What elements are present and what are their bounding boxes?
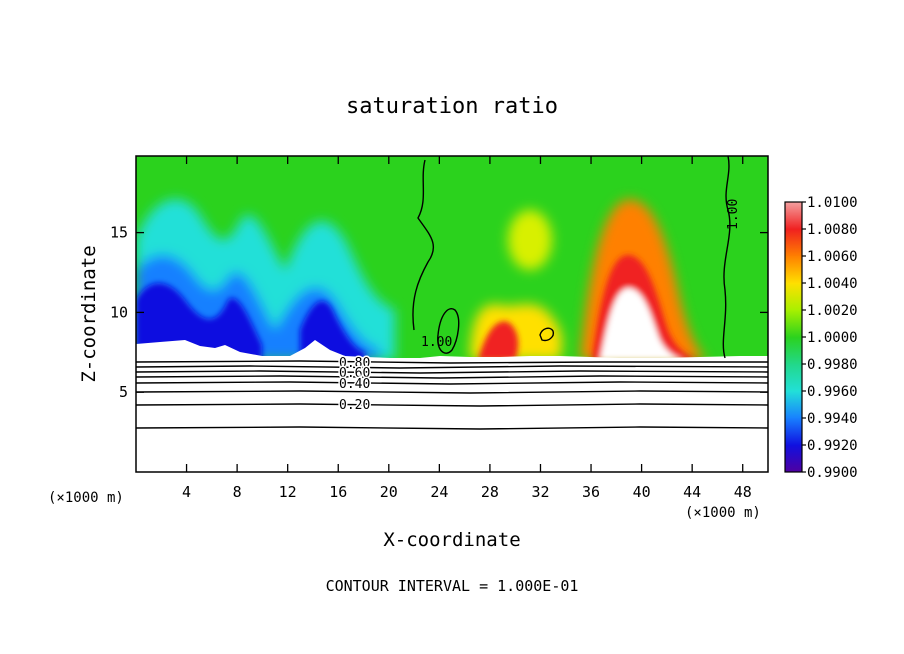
- chart-title: saturation ratio: [346, 94, 558, 119]
- yellow-upper-patch: [508, 210, 552, 270]
- x-tick-label: 28: [481, 483, 499, 501]
- below-cloud-base: [136, 358, 768, 472]
- colorbar-tick-label: 0.9960: [807, 384, 858, 400]
- x-tick-label: 12: [279, 483, 297, 501]
- field-cores: [136, 255, 700, 360]
- contour-0.80: [136, 360, 768, 364]
- contour-labels: 1.00 1.00 0.80 0.60 0.40 0.20: [338, 199, 742, 415]
- contour-0.10: [136, 426, 768, 430]
- colorbar-tick-label: 0.9980: [807, 357, 858, 373]
- colorbar-segment: [785, 202, 802, 230]
- contour-interval-footer: CONTOUR INTERVAL = 1.000E-01: [326, 577, 579, 595]
- deep-blue-dips: [136, 283, 365, 360]
- x-tick-label: 48: [734, 483, 752, 501]
- colorbar-segment: [785, 418, 802, 446]
- plot-area: [136, 156, 768, 472]
- contour-label-0.40: 0.40: [339, 377, 370, 392]
- x-unit-label-right: (×1000 m): [685, 505, 761, 521]
- contour-1.00-left: [412, 159, 434, 331]
- contour-label-0.20: 0.20: [339, 398, 370, 413]
- contour-1.00-closed-b: [539, 327, 555, 342]
- contour-0.50: [136, 375, 768, 379]
- y-axis-label: Z-coordinate: [78, 245, 100, 382]
- y-tick-label: 10: [110, 303, 128, 321]
- contour-0.70: [136, 365, 768, 369]
- x-tick-label: 8: [233, 483, 242, 501]
- cloud-base-edge: [136, 340, 768, 360]
- y-axis: 5 10 15: [110, 224, 768, 401]
- x-tick-label: 16: [329, 483, 347, 501]
- colorbar-segment: [785, 364, 802, 392]
- contour-1.00-closed-a: [437, 308, 460, 354]
- colorbar-segment: [785, 283, 802, 311]
- colorbar-segment: [785, 445, 802, 473]
- colorbar-segment: [785, 256, 802, 284]
- white-supersaturated-core: [600, 288, 684, 360]
- y-tick-label: 15: [110, 224, 128, 242]
- red-left-patch: [478, 321, 519, 360]
- contour-label-0.80: 0.80: [339, 356, 370, 371]
- colorbar-tick-label: 1.0060: [807, 249, 858, 265]
- y-tick-label: 5: [119, 383, 128, 401]
- colorbar-segment: [785, 391, 802, 419]
- contour-0.30: [136, 390, 768, 394]
- x-axis-label: X-coordinate: [383, 529, 520, 551]
- x-tick-label: 4: [182, 483, 191, 501]
- x-tick-label: 44: [683, 483, 701, 501]
- contour-lines: [136, 156, 768, 430]
- colorbar-segment: [785, 337, 802, 365]
- colorbar-segment: [785, 229, 802, 257]
- x-tick-label: 32: [531, 483, 549, 501]
- colorbar-tick-label: 0.9900: [807, 465, 858, 481]
- colorbar: 1.0100 1.0080 1.0060 1.0040 1.0020 1.0000 0.99…: [784, 195, 858, 481]
- x-axis: 4 8 12 16 20 24 28 32 36 40 44 48: [182, 156, 752, 501]
- x-tick-label: 24: [430, 483, 448, 501]
- colorbar-tick-label: 1.0000: [807, 330, 858, 346]
- colorbar-tick-label: 1.0040: [807, 276, 858, 292]
- plot-frame: [135, 155, 769, 473]
- x-tick-label: 40: [633, 483, 651, 501]
- x-tick-label: 36: [582, 483, 600, 501]
- contour-label-1.00-lower: 1.00: [421, 335, 452, 350]
- colorbar-tick-label: 1.0020: [807, 303, 858, 319]
- colorbar-tick-label: 1.0080: [807, 222, 858, 238]
- colorbar-tick-label: 1.0100: [807, 195, 858, 211]
- x-tick-label: 20: [380, 483, 398, 501]
- colorbar-segment: [785, 310, 802, 338]
- contour-0.20: [136, 403, 768, 407]
- contour-label-1.00-right: 1.00: [726, 199, 741, 230]
- colorbar-tick-label: 0.9940: [807, 411, 858, 427]
- colorbar-tick-label: 0.9920: [807, 438, 858, 454]
- contour-0.40: [136, 381, 768, 385]
- contour-label-0.60: 0.60: [339, 366, 370, 381]
- contour-1.00-right: [722, 156, 731, 359]
- contour-0.60: [136, 370, 768, 374]
- x-unit-label-left: (×1000 m): [48, 490, 124, 506]
